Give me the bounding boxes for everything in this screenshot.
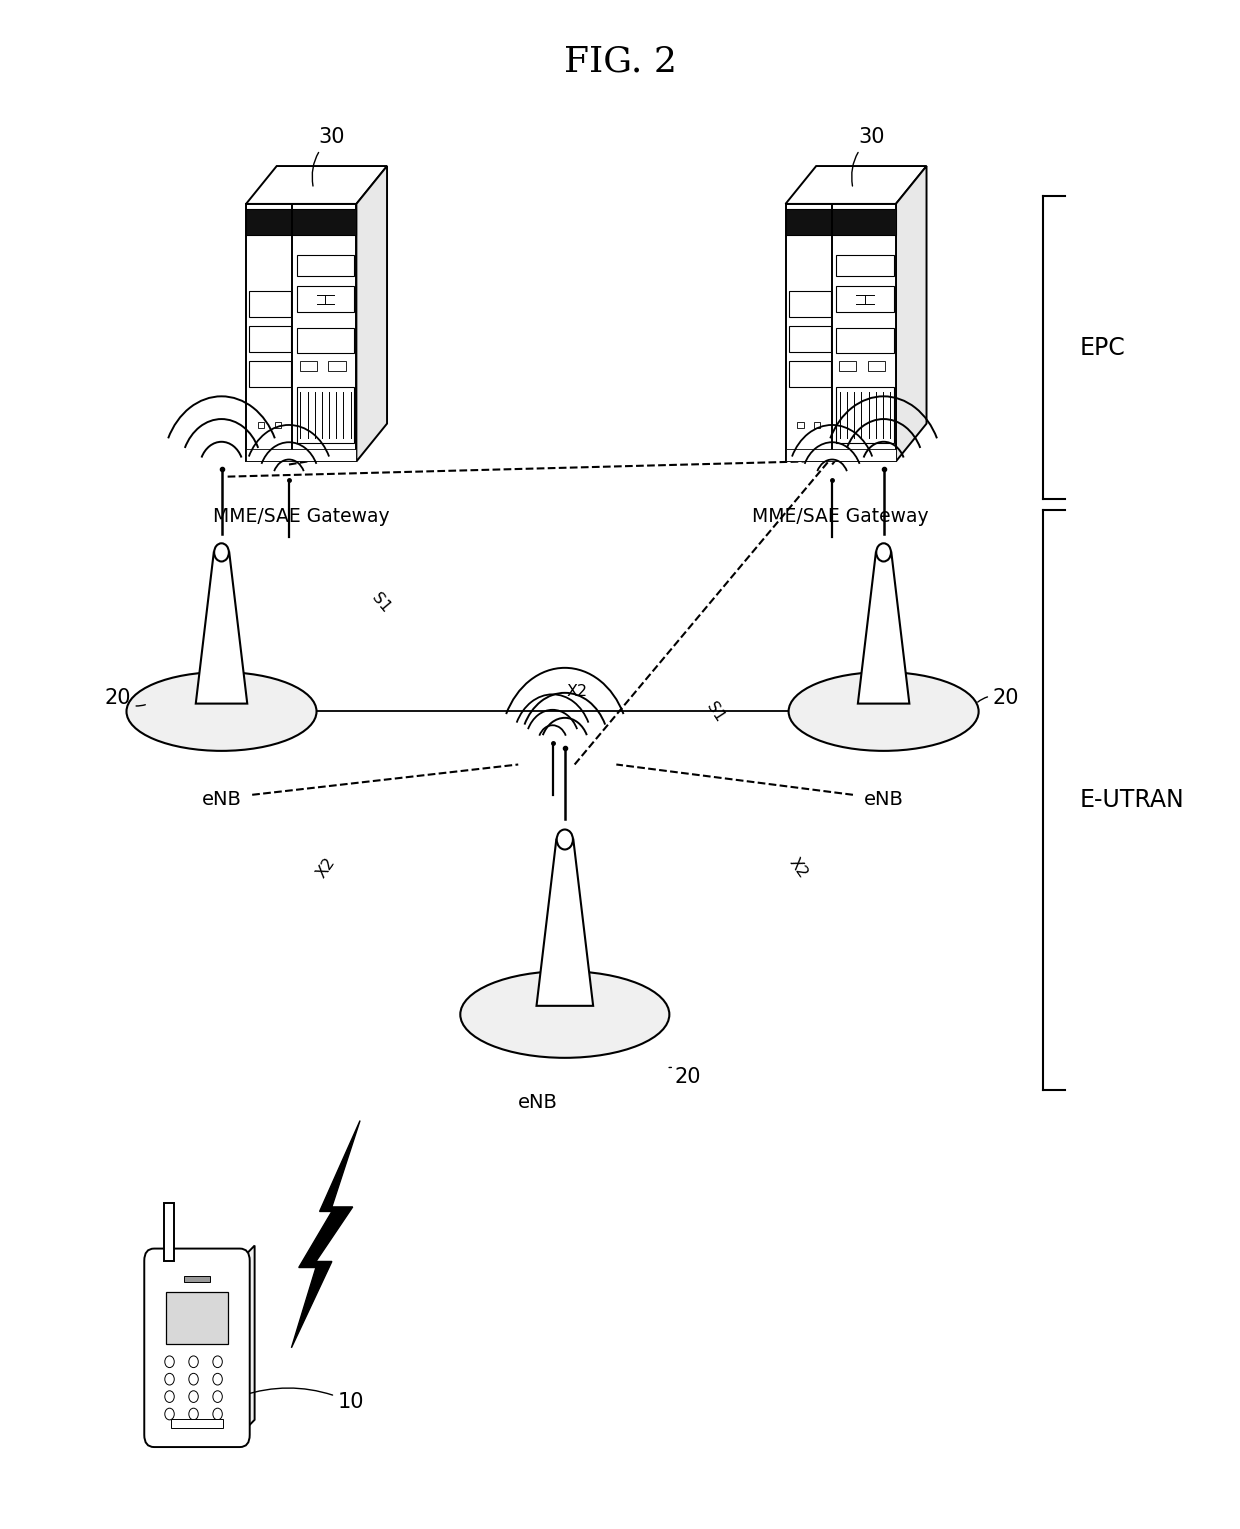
Circle shape xyxy=(215,543,229,561)
Bar xyxy=(789,361,831,387)
Ellipse shape xyxy=(789,673,978,751)
Circle shape xyxy=(213,1391,222,1402)
Bar xyxy=(246,209,356,235)
Text: X2: X2 xyxy=(567,685,588,699)
Text: eNB: eNB xyxy=(518,1093,558,1112)
Bar xyxy=(166,1292,228,1344)
Circle shape xyxy=(165,1356,175,1367)
Text: S1: S1 xyxy=(704,700,728,725)
Text: X2: X2 xyxy=(786,855,810,881)
Bar xyxy=(296,255,355,277)
Bar xyxy=(249,361,291,387)
Circle shape xyxy=(188,1356,198,1367)
Polygon shape xyxy=(537,839,593,1006)
Bar xyxy=(274,422,280,428)
Bar xyxy=(249,292,291,317)
Polygon shape xyxy=(291,1121,360,1349)
Bar xyxy=(789,292,831,317)
Polygon shape xyxy=(895,167,926,462)
Text: MME/SAE Gateway: MME/SAE Gateway xyxy=(213,508,389,526)
Ellipse shape xyxy=(126,673,316,751)
Circle shape xyxy=(213,1356,222,1367)
Bar xyxy=(246,448,356,462)
Bar xyxy=(296,387,355,443)
Text: E-UTRAN: E-UTRAN xyxy=(1080,787,1184,812)
Circle shape xyxy=(213,1373,222,1385)
Circle shape xyxy=(165,1408,175,1420)
Polygon shape xyxy=(239,1246,254,1434)
Circle shape xyxy=(188,1408,198,1420)
Bar xyxy=(836,387,894,443)
Circle shape xyxy=(188,1391,198,1402)
Bar xyxy=(300,361,317,372)
Text: 30: 30 xyxy=(312,127,345,187)
Polygon shape xyxy=(356,167,387,462)
Bar xyxy=(785,203,895,462)
Text: 20: 20 xyxy=(670,1067,701,1087)
Bar xyxy=(789,326,831,352)
Polygon shape xyxy=(246,167,387,203)
Circle shape xyxy=(877,543,892,561)
Bar xyxy=(836,286,894,312)
Text: 20: 20 xyxy=(104,688,145,708)
Bar xyxy=(296,327,355,353)
Circle shape xyxy=(213,1408,222,1420)
Bar xyxy=(813,422,821,428)
Circle shape xyxy=(188,1373,198,1385)
Text: 30: 30 xyxy=(852,127,884,187)
Text: eNB: eNB xyxy=(202,790,242,809)
Text: IS: IS xyxy=(301,417,319,434)
Bar xyxy=(797,422,804,428)
Bar xyxy=(249,326,291,352)
FancyBboxPatch shape xyxy=(144,1249,249,1446)
Bar xyxy=(246,203,356,462)
Bar xyxy=(836,327,894,353)
Text: EPC: EPC xyxy=(1080,336,1126,359)
Bar xyxy=(258,422,264,428)
Text: X2: X2 xyxy=(314,855,339,881)
Circle shape xyxy=(165,1391,175,1402)
Polygon shape xyxy=(196,552,247,703)
Bar xyxy=(171,1419,223,1428)
Bar xyxy=(296,286,355,312)
Bar xyxy=(184,1277,210,1281)
Text: 20: 20 xyxy=(977,688,1019,708)
Bar xyxy=(785,209,895,235)
Text: MME/SAE Gateway: MME/SAE Gateway xyxy=(753,508,929,526)
Bar xyxy=(868,361,885,372)
Text: FIG. 2: FIG. 2 xyxy=(563,44,677,80)
Circle shape xyxy=(165,1373,175,1385)
Text: eNB: eNB xyxy=(864,790,904,809)
Polygon shape xyxy=(785,167,926,203)
Bar xyxy=(785,448,895,462)
Circle shape xyxy=(557,830,573,850)
Bar xyxy=(329,361,346,372)
Bar xyxy=(839,361,857,372)
Text: IS: IS xyxy=(811,416,828,434)
Polygon shape xyxy=(858,552,909,703)
Bar xyxy=(165,1203,174,1261)
Ellipse shape xyxy=(460,971,670,1058)
Text: 10: 10 xyxy=(243,1388,365,1413)
Text: S1: S1 xyxy=(368,590,393,616)
Bar xyxy=(836,255,894,277)
